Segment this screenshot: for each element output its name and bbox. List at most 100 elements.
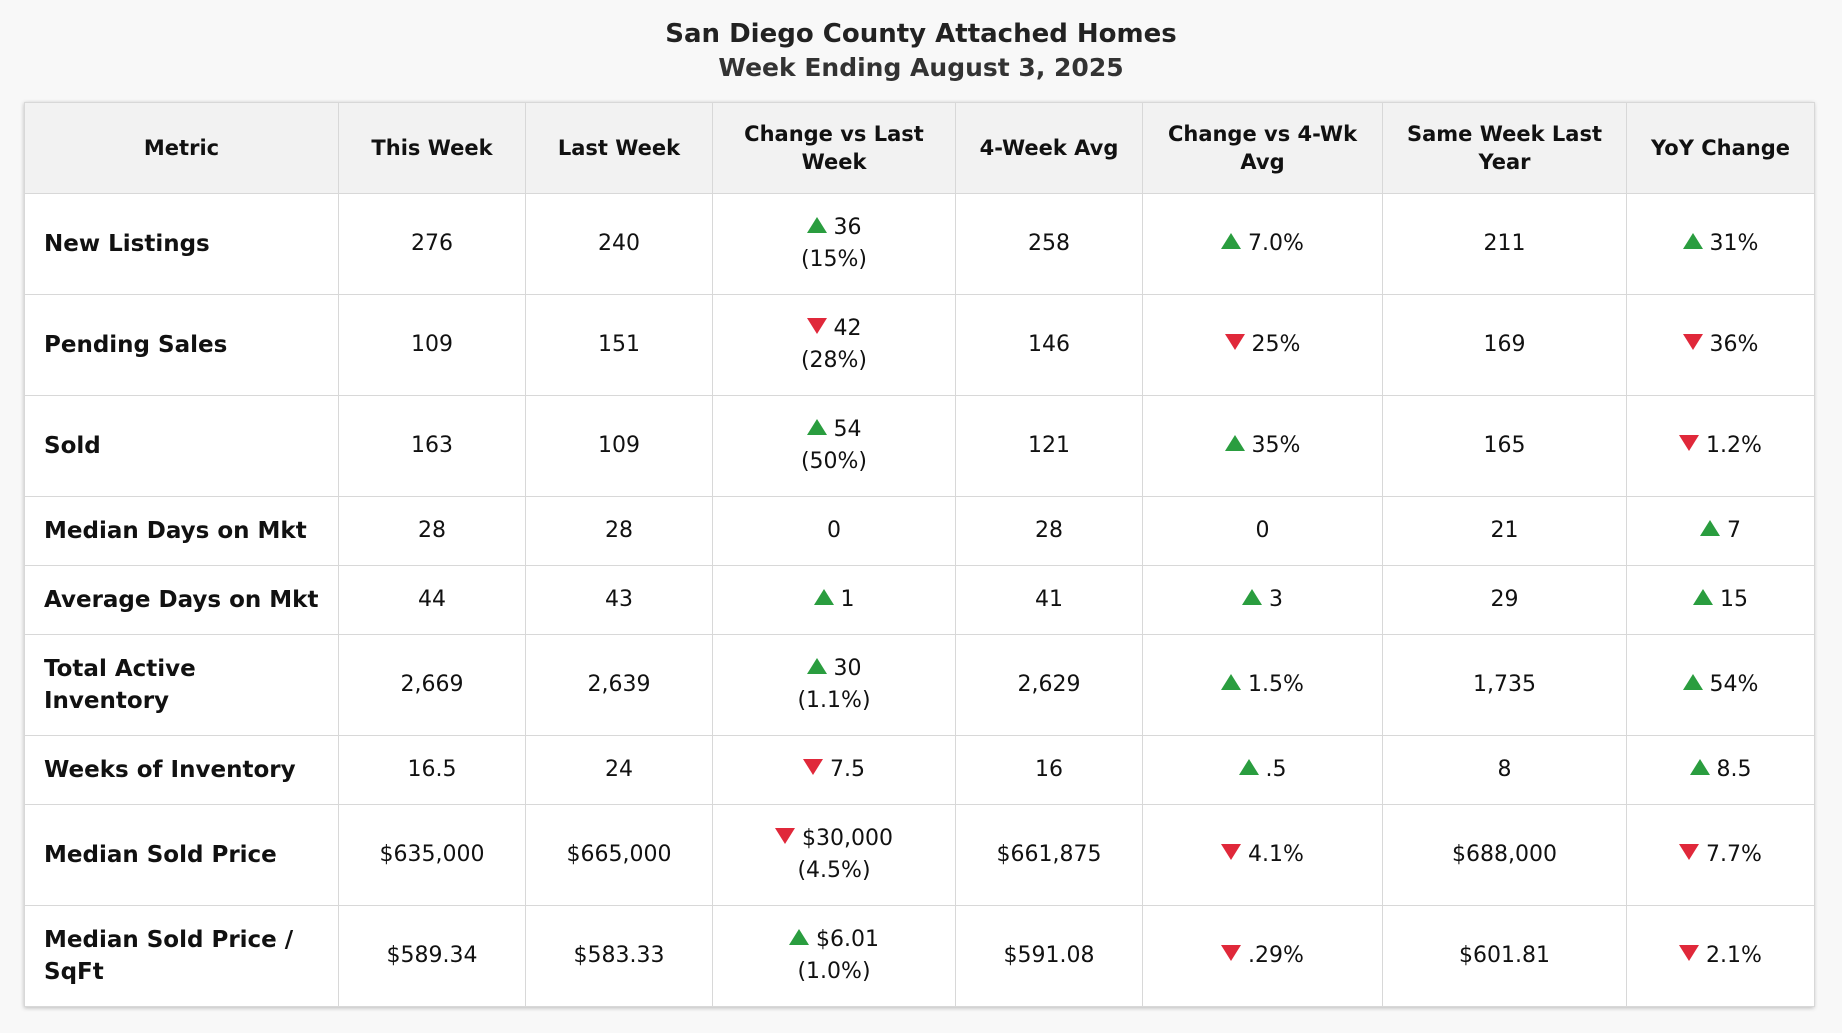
table-row: Median Sold Price / SqFt $589.34 $583.33 $6… [24, 905, 1815, 1007]
last-week-value: 24 [525, 735, 713, 805]
four-week-avg-value: 146 [955, 294, 1143, 396]
change-vs-last-week: 30 (1.1%) [712, 634, 956, 736]
four-week-avg-value: 121 [955, 395, 1143, 497]
same-week-last-year-value: 8 [1382, 735, 1627, 805]
yoy-change-amount: 7 [1727, 518, 1741, 543]
change-vs-last-week-amount: 1 [840, 587, 855, 612]
yoy-change-amount: 15 [1720, 587, 1748, 612]
change-vs-4wk-avg: 35% [1142, 395, 1383, 497]
arrow-down-icon [1679, 435, 1700, 451]
change-vs-last-week-percent: (4.5%) [797, 858, 871, 883]
yoy-change: 36% [1626, 294, 1815, 396]
metric-label: Sold [24, 395, 339, 497]
yoy-change: 15 [1626, 565, 1815, 635]
yoy-change-value: 54% [1637, 669, 1804, 701]
arrow-up-icon [1242, 589, 1262, 605]
change-vs-4wk-avg-amount: .29% [1248, 943, 1304, 968]
last-week-value: 109 [525, 395, 713, 497]
metric-label: Median Sold Price [24, 804, 339, 906]
change-vs-4wk-avg-value: .29% [1153, 940, 1372, 972]
table-header-row: Metric This Week Last Week Change vs Las… [24, 102, 1815, 194]
arrow-down-icon [775, 828, 795, 844]
four-week-avg-value: $661,875 [955, 804, 1143, 906]
yoy-change-amount: 31% [1709, 231, 1759, 256]
change-vs-4wk-avg-value: .5 [1153, 754, 1372, 786]
change-vs-last-week: $30,000 (4.5%) [712, 804, 956, 906]
change-vs-4wk-avg-amount: 4.1% [1248, 842, 1304, 867]
arrow-down-icon [1682, 334, 1703, 350]
table-row: New Listings 276 240 36 (15%) 258 7.0% 211 31% [24, 193, 1815, 295]
yoy-change: 1.2% [1626, 395, 1815, 497]
market-stats-table-container: Metric This Week Last Week Change vs Las… [24, 102, 1815, 1007]
change-vs-last-week-value: 36 [723, 212, 945, 244]
arrow-up-icon [1682, 674, 1703, 690]
arrow-down-icon [1679, 945, 1700, 961]
change-vs-last-week-value: 42 [723, 313, 945, 345]
change-vs-last-week-amount: 54 [833, 417, 862, 442]
four-week-avg-value: $591.08 [955, 905, 1143, 1007]
this-week-value: 16.5 [338, 735, 526, 805]
change-vs-4wk-avg: 7.0% [1142, 193, 1383, 295]
change-vs-4wk-avg-amount: .5 [1265, 757, 1287, 782]
change-vs-last-week-percent: (1.0%) [797, 959, 871, 984]
change-vs-last-week-amount: $6.01 [816, 927, 879, 952]
yoy-change-amount: 8.5 [1716, 757, 1752, 782]
four-week-avg-value: 28 [955, 496, 1143, 566]
metric-label: Median Sold Price / SqFt [24, 905, 339, 1007]
change-vs-last-week: 1 [712, 565, 956, 635]
yoy-change-amount: 54% [1709, 672, 1759, 697]
change-vs-last-week-amount: 42 [833, 316, 862, 341]
page-subtitle: Week Ending August 3, 2025 [718, 53, 1124, 82]
change-vs-4wk-avg-value: 0 [1153, 515, 1372, 547]
arrow-down-icon [1221, 945, 1242, 961]
yoy-change-amount: 36% [1709, 332, 1759, 357]
change-vs-last-week-value: 54 [723, 414, 945, 446]
last-week-value: 28 [525, 496, 713, 566]
change-vs-last-week-value: 1 [723, 584, 945, 616]
column-header-same-week-last-year: Same Week Last Year [1382, 102, 1627, 194]
change-vs-last-week-amount: 30 [833, 656, 862, 681]
table-row: Total Active Inventory 2,669 2,639 30 (1.1%)… [24, 634, 1815, 736]
last-week-value: 151 [525, 294, 713, 396]
same-week-last-year-value: $688,000 [1382, 804, 1627, 906]
four-week-avg-value: 2,629 [955, 634, 1143, 736]
change-vs-4wk-avg: 0 [1142, 496, 1383, 566]
arrow-up-icon [1682, 233, 1703, 249]
arrow-up-icon [806, 658, 827, 674]
same-week-last-year-value: 211 [1382, 193, 1627, 295]
table-row: Pending Sales 109 151 42 (28%) 146 25% 169 36% [24, 294, 1815, 396]
change-vs-4wk-avg-value: 4.1% [1153, 839, 1372, 871]
arrow-up-icon [1221, 233, 1242, 249]
this-week-value: 2,669 [338, 634, 526, 736]
yoy-change: 31% [1626, 193, 1815, 295]
title-block: San Diego County Attached Homes Week End… [0, 0, 1842, 86]
change-vs-last-week-value: $30,000 [723, 823, 945, 855]
table-row: Median Days on Mkt 28 28 0 28 0 21 7 [24, 496, 1815, 566]
change-vs-last-week-percent: (15%) [800, 247, 868, 272]
yoy-change-value: 15 [1637, 584, 1804, 616]
this-week-value: 44 [338, 565, 526, 635]
arrow-up-icon [1224, 435, 1245, 451]
this-week-value: 163 [338, 395, 526, 497]
change-vs-last-week-amount: $30,000 [802, 826, 893, 851]
arrow-up-icon [789, 929, 809, 945]
metric-label: Weeks of Inventory [24, 735, 339, 805]
change-vs-last-week-value: 0 [723, 515, 945, 547]
change-vs-4wk-avg-value: 7.0% [1153, 228, 1372, 260]
metric-label: New Listings [24, 193, 339, 295]
change-vs-4wk-avg-amount: 35% [1251, 433, 1301, 458]
table-row: Average Days on Mkt 44 43 1 41 3 29 15 [24, 565, 1815, 635]
arrow-up-icon [813, 589, 834, 605]
yoy-change-value: 1.2% [1637, 430, 1804, 462]
same-week-last-year-value: 21 [1382, 496, 1627, 566]
change-vs-last-week-percent: (50%) [800, 449, 868, 474]
yoy-change-value: 2.1% [1637, 940, 1804, 972]
arrow-up-icon [1689, 759, 1710, 775]
four-week-avg-value: 258 [955, 193, 1143, 295]
change-vs-4wk-avg-amount: 3 [1269, 587, 1283, 612]
change-vs-4wk-avg-amount: 25% [1251, 332, 1301, 357]
this-week-value: 28 [338, 496, 526, 566]
four-week-avg-value: 16 [955, 735, 1143, 805]
change-vs-last-week-amount: 36 [833, 215, 862, 240]
yoy-change: 2.1% [1626, 905, 1815, 1007]
